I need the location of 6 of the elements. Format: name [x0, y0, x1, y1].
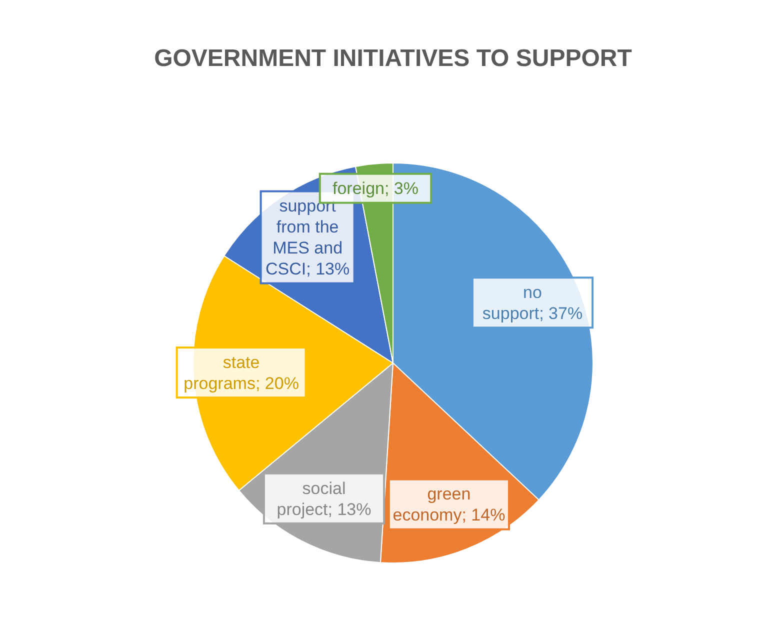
slice-label: green economy; 14%	[392, 484, 506, 525]
slice-label: foreign; 3%	[332, 179, 418, 198]
slice-label: no support; 37%	[482, 283, 583, 324]
slice-label: social project; 13%	[276, 478, 372, 519]
slice-label: state programs; 20%	[184, 352, 299, 393]
chart-title: GOVERNMENT INITIATIVES TO SUPPORT	[154, 45, 632, 72]
